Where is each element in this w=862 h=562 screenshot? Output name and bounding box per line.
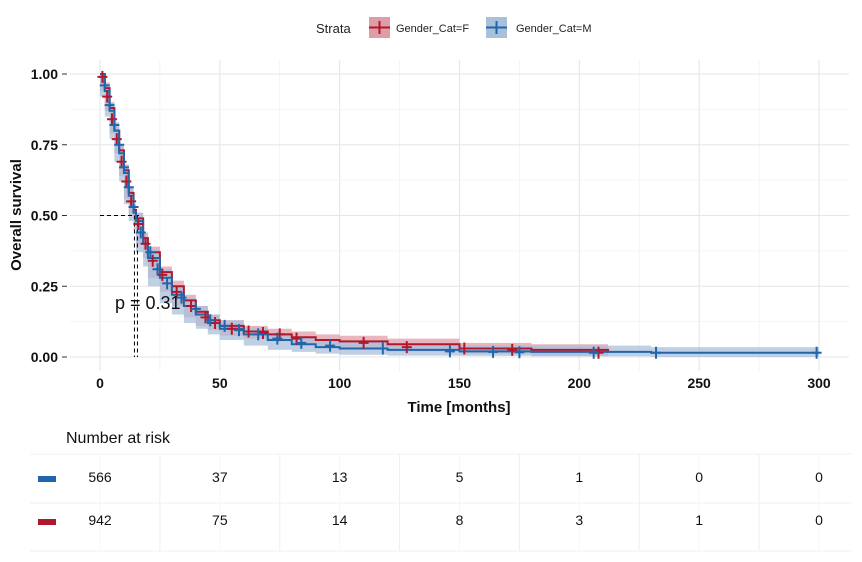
risk-value: 8 — [456, 512, 464, 528]
x-axis-title: Time [months] — [407, 399, 510, 416]
y-tick-label: 0.75 — [31, 137, 58, 153]
censor-mark — [114, 138, 125, 151]
risk-value: 5 — [456, 469, 464, 485]
x-tick-label: 300 — [807, 375, 831, 391]
x-tick-label: 250 — [687, 375, 711, 391]
x-axis-ticks: 0 50 100 150 200 250 300 — [96, 375, 831, 391]
censor-mark — [488, 345, 499, 358]
risk-value: 0 — [815, 512, 823, 528]
censor-mark — [358, 336, 369, 349]
plot-grid — [70, 60, 849, 371]
censor-mark — [205, 314, 216, 327]
y-tick-label: 0.25 — [31, 278, 58, 294]
risk-table-title: Number at risk — [66, 430, 171, 447]
risk-value: 1 — [575, 469, 583, 485]
legend-key-m — [486, 17, 507, 38]
legend-title: Strata — [316, 21, 351, 36]
censor-mark — [210, 317, 221, 330]
censor-mark — [123, 181, 134, 194]
risk-value: 14 — [332, 512, 348, 528]
survival-curve-f — [100, 73, 610, 353]
censor-mark — [651, 346, 662, 359]
censor-mark — [145, 246, 156, 259]
risk-value: 75 — [212, 512, 228, 528]
censor-mark — [811, 346, 822, 359]
censor-mark — [459, 342, 470, 355]
x-tick-label: 200 — [568, 375, 592, 391]
risk-value: 13 — [332, 469, 348, 485]
censor-mark — [118, 161, 129, 174]
censor-mark — [109, 118, 120, 131]
y-tick-label: 0.00 — [31, 349, 58, 365]
legend-label-f: Gender_Cat=F — [396, 23, 469, 35]
x-tick-label: 150 — [448, 375, 472, 391]
risk-row-key — [38, 476, 56, 482]
censor-mark — [99, 79, 110, 92]
censor-mark — [190, 302, 201, 315]
censor-mark — [253, 328, 264, 341]
censor-mark — [133, 217, 144, 230]
censor-mark — [102, 90, 113, 103]
censor-mark — [243, 325, 254, 338]
y-tick-label: 0.50 — [31, 208, 58, 224]
risk-table-grid — [30, 453, 852, 552]
censor-mark — [377, 342, 388, 355]
censor-mark — [257, 326, 268, 339]
risk-row-key — [38, 519, 56, 525]
risk-value: 0 — [815, 469, 823, 485]
censor-mark — [176, 291, 187, 304]
censor-mark — [514, 346, 525, 359]
censor-mark — [296, 336, 307, 349]
risk-value: 37 — [212, 469, 228, 485]
censor-mark — [186, 300, 197, 313]
censor-mark — [325, 339, 336, 352]
censor-mark — [104, 99, 115, 112]
censor-mark — [219, 319, 230, 332]
censor-mark — [135, 226, 146, 239]
censor-mark — [171, 285, 182, 298]
censor-mark — [234, 324, 245, 337]
x-tick-label: 100 — [328, 375, 352, 391]
median-lines — [100, 215, 139, 357]
censor-mark — [226, 322, 237, 335]
risk-table: 566 37 13 5 1 0 0 942 75 14 8 3 1 0 — [38, 469, 823, 528]
risk-value: 0 — [695, 469, 703, 485]
x-tick-label: 50 — [212, 375, 228, 391]
legend: Strata Gender_Cat=F Gender_Cat=M — [316, 17, 592, 38]
legend-key-f — [369, 17, 390, 38]
risk-value: 566 — [88, 469, 112, 485]
censor-mark — [200, 311, 211, 324]
y-axis-title: Overall survival — [8, 159, 25, 271]
censor-mark — [162, 277, 173, 290]
censor-mark — [147, 254, 158, 267]
censor-mark — [152, 263, 163, 276]
legend-label-m: Gender_Cat=M — [516, 23, 592, 35]
y-axis-ticks: 0.00 0.25 0.50 0.75 1.00 — [31, 66, 67, 365]
censor-mark — [444, 345, 455, 358]
censor-mark — [140, 237, 151, 250]
risk-value: 1 — [695, 512, 703, 528]
risk-value: 942 — [88, 512, 112, 528]
censor-marks — [97, 70, 822, 359]
censor-mark — [588, 346, 599, 359]
censor-mark — [128, 201, 139, 214]
censor-mark — [272, 332, 283, 345]
y-tick-label: 1.00 — [31, 66, 58, 82]
x-tick-label: 0 — [96, 375, 104, 391]
censor-mark — [507, 343, 518, 356]
p-value-label: p = 0.31 — [115, 293, 181, 313]
censor-mark — [401, 341, 412, 354]
risk-value: 3 — [575, 512, 583, 528]
censor-mark — [97, 70, 108, 83]
censor-mark — [157, 268, 168, 281]
